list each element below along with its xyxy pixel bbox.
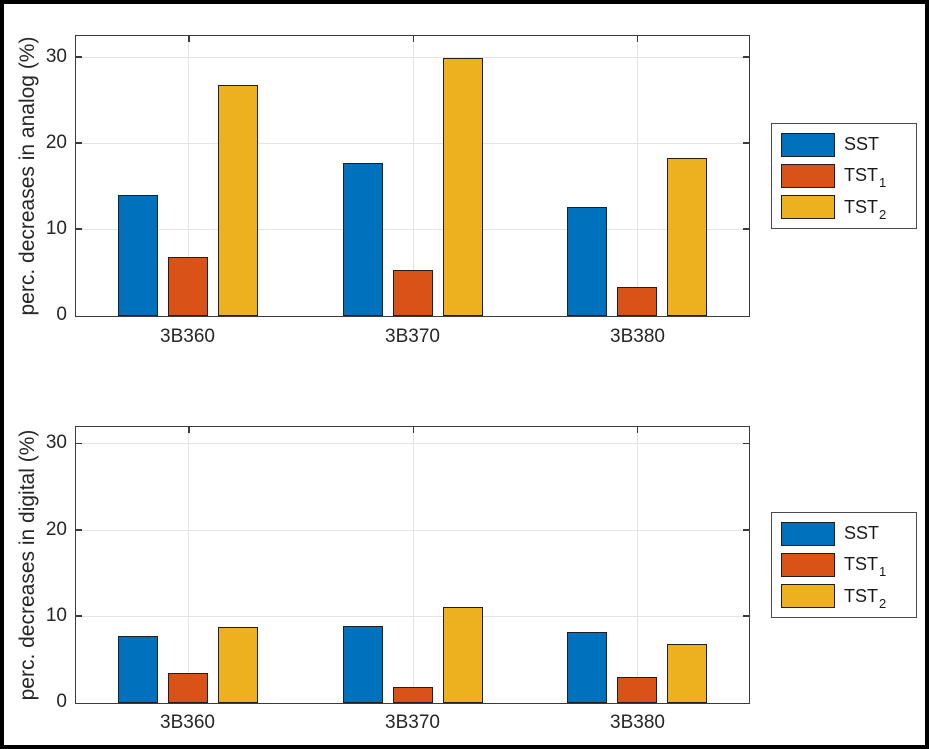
x-tick-label-3b370: 3B370: [385, 712, 440, 733]
legend-swatch-tst2: [781, 195, 835, 220]
bar-analog-tst2-3b380: [666, 158, 707, 316]
bar-analog-sst-3b380: [566, 207, 607, 316]
y-tick-mark: [76, 56, 82, 58]
y-tick-label-30: 30: [45, 432, 67, 454]
legend-item-tst1: TST1: [781, 163, 907, 191]
x-axis-tick-labels-digital: 3B360 3B370 3B380: [75, 712, 750, 734]
gridline-horizontal-30: [76, 56, 749, 58]
bar-digital-tst1-3b370: [392, 686, 433, 703]
bar-digital-tst2-3b380: [666, 643, 707, 703]
legend-label-tst1: TST1: [844, 165, 887, 191]
legend-label-tst1: TST1: [844, 554, 887, 580]
gridline-horizontal-20: [76, 529, 749, 531]
bar-analog-tst2-3b370: [442, 57, 483, 316]
bar-digital-sst-3b380: [566, 632, 607, 703]
y-tick-mark: [76, 228, 82, 230]
legend-item-sst: SST: [781, 521, 907, 546]
y-tick-mark: [743, 529, 749, 531]
plot-area-digital: [75, 426, 750, 704]
legend-label-tst2: TST2: [844, 585, 887, 611]
y-tick-mark: [76, 529, 82, 531]
legend-label-sst: SST: [844, 523, 880, 544]
y-tick-label-20: 20: [45, 518, 67, 540]
y-tick-label-20: 20: [45, 131, 67, 153]
x-tick-label-3b380: 3B380: [610, 326, 665, 347]
gridline-horizontal-20: [76, 142, 749, 144]
legend-item-tst1: TST1: [781, 552, 907, 580]
bar-digital-tst1-3b360: [168, 672, 209, 703]
bar-analog-tst1-3b380: [616, 286, 657, 316]
x-tick-label-3b370: 3B370: [385, 326, 440, 347]
legend-analog: SST TST1 TST2: [771, 123, 917, 229]
legend-item-sst: SST: [781, 132, 907, 157]
x-tick-mark: [636, 427, 639, 433]
y-tick-mark: [743, 142, 749, 144]
x-tick-mark: [188, 427, 190, 433]
bar-digital-sst-3b360: [118, 635, 159, 703]
bar-analog-tst1-3b370: [392, 270, 433, 316]
gridline-vertical-3b370: [412, 427, 414, 703]
legend-swatch-tst2: [781, 584, 835, 609]
x-tick-mark: [412, 427, 414, 433]
legend-item-tst2: TST2: [781, 195, 907, 222]
y-tick-label-10: 10: [45, 604, 67, 626]
bar-analog-tst1-3b360: [168, 256, 209, 316]
y-tick-label-0: 0: [56, 691, 67, 712]
x-tick-mark: [412, 36, 414, 42]
bar-digital-tst2-3b360: [218, 627, 259, 703]
y-tick-mark: [76, 142, 82, 144]
y-tick-label-10: 10: [45, 217, 67, 239]
gridline-vertical-3b370: [412, 36, 414, 316]
gridline-horizontal-30: [76, 443, 749, 445]
legend-swatch-sst: [781, 521, 835, 546]
y-tick-label-30: 30: [45, 45, 67, 67]
x-tick-mark: [636, 36, 639, 42]
bar-digital-tst2-3b370: [442, 607, 483, 703]
legend-swatch-sst: [781, 132, 835, 157]
x-tick-label-3b360: 3B360: [160, 712, 215, 733]
gridline-horizontal-10: [76, 228, 749, 230]
x-axis-tick-labels-analog: 3B360 3B370 3B380: [75, 326, 750, 348]
bar-analog-tst2-3b360: [218, 85, 259, 316]
y-tick-label-0: 0: [56, 304, 67, 325]
gridline-vertical-3b360: [188, 427, 190, 703]
y-tick-mark: [76, 442, 82, 445]
bar-analog-sst-3b360: [118, 195, 159, 316]
plot-area-analog: [75, 35, 750, 317]
bar-digital-sst-3b370: [342, 626, 383, 703]
legend-swatch-tst1: [781, 552, 835, 577]
y-tick-mark: [76, 615, 82, 617]
legend-item-tst2: TST2: [781, 584, 907, 611]
gridline-vertical-3b360: [188, 36, 190, 316]
legend-label-tst2: TST2: [844, 196, 887, 222]
y-tick-mark: [743, 442, 749, 445]
x-tick-label-3b380: 3B380: [610, 712, 665, 733]
gridline-horizontal-10: [76, 615, 749, 617]
bar-digital-tst1-3b380: [616, 677, 657, 703]
gridline-vertical-3b380: [636, 36, 638, 316]
bar-analog-sst-3b370: [342, 162, 383, 316]
legend-swatch-tst1: [781, 163, 835, 188]
legend-digital: SST TST1 TST2: [771, 512, 917, 618]
x-tick-label-3b360: 3B360: [160, 326, 215, 347]
x-tick-mark: [188, 36, 190, 42]
y-tick-mark: [743, 228, 749, 230]
y-tick-mark: [743, 56, 749, 58]
gridline-vertical-3b380: [636, 427, 638, 703]
legend-label-sst: SST: [844, 134, 880, 155]
y-tick-mark: [743, 615, 749, 617]
